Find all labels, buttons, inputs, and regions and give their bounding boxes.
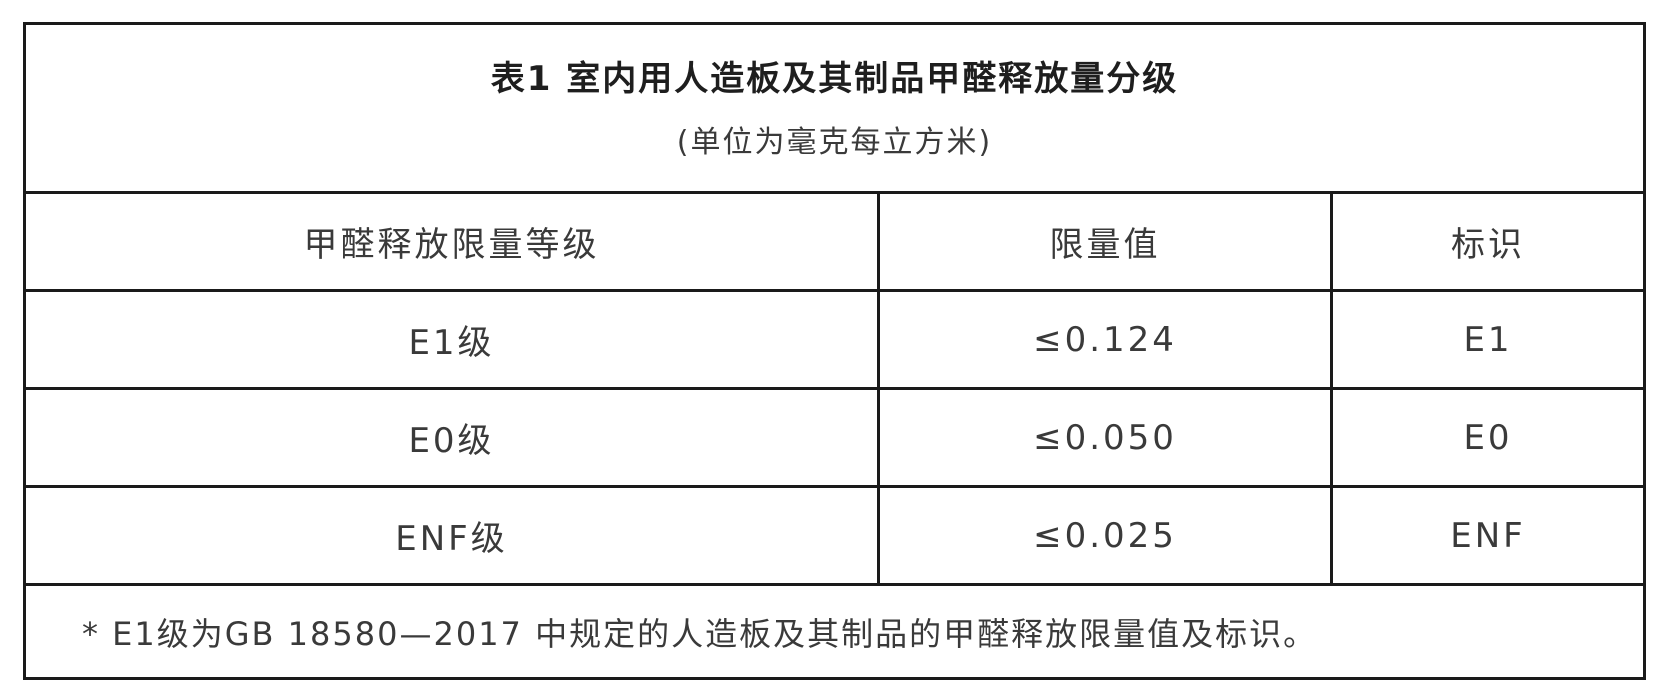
table-row: E1级 ≤0.124 E1 <box>26 292 1643 390</box>
mark-cell: E0 <box>1463 417 1513 458</box>
header-limit-value: 限量值 <box>880 194 1333 289</box>
mark-cell: ENF <box>1450 515 1526 556</box>
table-row: ENF级 ≤0.025 ENF <box>26 488 1643 586</box>
table-unit: (单位为毫克每立方米) <box>676 125 993 160</box>
table-title: 表1 室内用人造板及其制品甲醛释放量分级 <box>490 59 1179 99</box>
grade-cell: E0级 <box>26 390 880 485</box>
header-mark: 标识 <box>1451 225 1525 265</box>
table-footnote: * E1级为GB 18580—2017 中规定的人造板及其制品的甲醛释放限量值及… <box>82 614 1318 653</box>
grade-cell: ENF级 <box>26 488 880 583</box>
limit-value-cell: ≤0.124 <box>880 292 1333 387</box>
mark-cell: E1 <box>1463 319 1513 360</box>
limit-value-cell: ≤0.050 <box>880 390 1333 485</box>
grade-cell: E1级 <box>26 292 880 387</box>
header-grade: 甲醛释放限量等级 <box>26 194 880 289</box>
formaldehyde-grading-table: 表1 室内用人造板及其制品甲醛释放量分级 (单位为毫克每立方米) 甲醛释放限量等… <box>23 22 1646 680</box>
table-caption: 表1 室内用人造板及其制品甲醛释放量分级 (单位为毫克每立方米) <box>26 25 1643 194</box>
table-header-row: 甲醛释放限量等级 限量值 标识 <box>26 194 1643 292</box>
limit-value-cell: ≤0.025 <box>880 488 1333 583</box>
table-row: E0级 ≤0.050 E0 <box>26 390 1643 488</box>
